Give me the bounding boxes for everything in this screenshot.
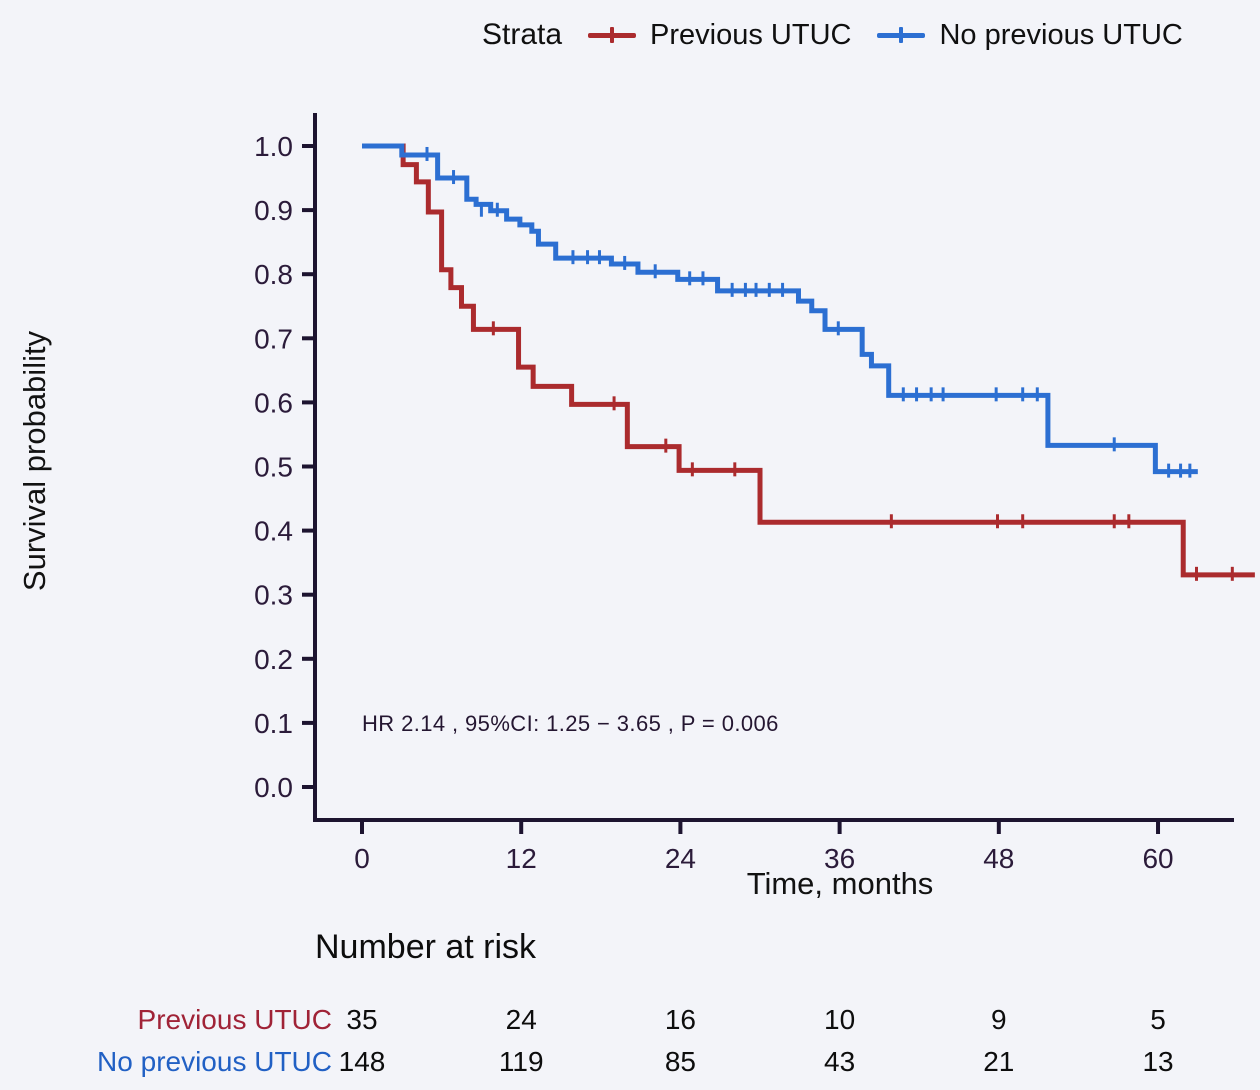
risk-row-label-previous-utuc: Previous UTUC: [137, 1004, 332, 1035]
risk-table-title: Number at risk: [315, 928, 537, 966]
risk-value: 10: [824, 1004, 856, 1035]
y-tick-label: 0.6: [254, 387, 293, 418]
legend-key-icon: [877, 25, 926, 45]
y-axis-title: Survival probability: [17, 330, 52, 592]
y-tick-label: 0.7: [254, 323, 293, 354]
x-axis-title: Time, months: [746, 866, 934, 901]
legend-entries: Previous UTUC No previous UTUC: [588, 19, 1183, 52]
risk-value: 24: [505, 1004, 537, 1035]
y-tick-label: 0.2: [254, 644, 293, 675]
risk-value: 119: [498, 1046, 544, 1077]
risk-value: 43: [824, 1046, 856, 1077]
y-tick-label: 0.1: [254, 708, 293, 739]
km-chart-canvas: 1.0 0.9 0.8 0.7 0.6 0.5 0.4 0.3 0.2 0.1 0.0 0 12 24 36…: [254, 113, 1255, 874]
risk-value: 35: [346, 1004, 378, 1035]
risk-value: 21: [983, 1046, 1015, 1077]
risk-row-label-no-previous-utuc: No previous UTUC: [97, 1046, 332, 1077]
risk-value: 148: [338, 1046, 386, 1077]
risk-value: 5: [1150, 1004, 1166, 1035]
x-tick-label: 0: [354, 843, 370, 874]
x-tick-label: 36: [824, 843, 855, 874]
curve-no-previous-utuc: [362, 143, 1198, 475]
legend-entry-label: No previous UTUC: [939, 18, 1183, 51]
legend-entry-no-previous-utuc: No previous UTUC: [877, 18, 1183, 52]
legend-key-icon: [588, 25, 637, 45]
legend-title: Strata: [482, 18, 563, 51]
y-tick-label: 1.0: [254, 131, 293, 162]
x-tick-label: 24: [665, 843, 696, 874]
risk-value: 13: [1142, 1046, 1174, 1077]
stats-annotation: HR 2.14 , 95%CI: 1.25 − 3.65 , P = 0.006: [362, 711, 779, 736]
legend-entry-label: Previous UTUC: [650, 18, 852, 51]
risk-value: 9: [991, 1004, 1007, 1035]
y-tick-label: 0.9: [254, 195, 293, 226]
x-tick-label: 60: [1142, 843, 1173, 874]
legend-entry-previous-utuc: Previous UTUC: [588, 19, 851, 52]
y-tick-label: 0.3: [254, 580, 293, 611]
y-tick-label: 0.8: [254, 259, 293, 290]
legend: Strata Previous UTUC No previous UTUC: [482, 12, 1183, 58]
risk-value: 16: [664, 1004, 696, 1035]
y-tick-label: 0.0: [254, 772, 293, 803]
y-tick-label: 0.4: [254, 516, 293, 547]
x-tick-label: 48: [983, 843, 1014, 874]
risk-value: 85: [664, 1046, 696, 1077]
x-tick-label: 12: [506, 843, 537, 874]
y-tick-label: 0.5: [254, 452, 293, 483]
